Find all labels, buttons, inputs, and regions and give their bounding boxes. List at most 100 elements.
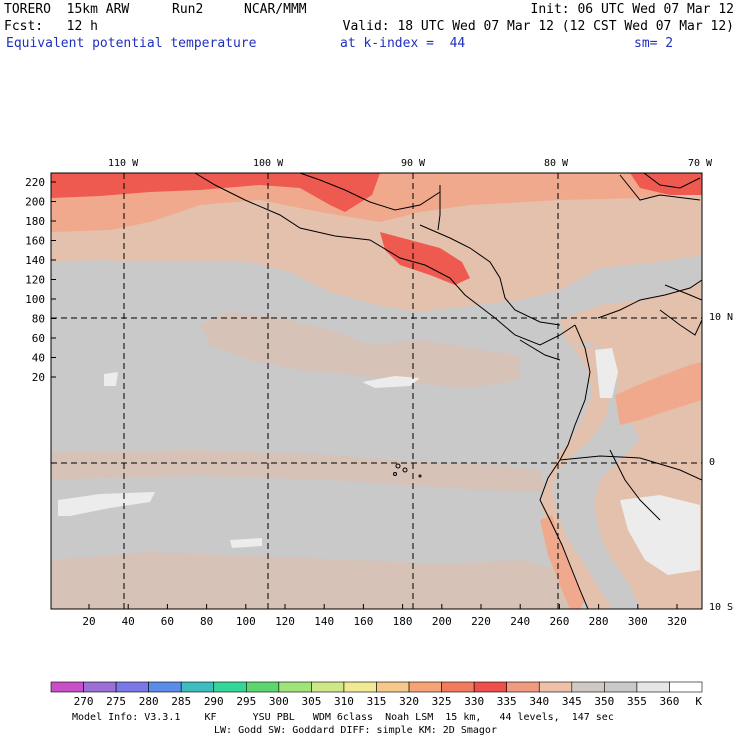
lon-label-80w: 80 W [544,158,569,169]
colorbar-swatch [376,681,410,693]
colorbar-swatch [669,681,703,693]
colorbar-swatch [408,681,442,693]
colorbar-swatch [538,681,573,693]
colorbar-label: 360 [660,695,680,708]
equatorial-warm-streak [51,450,545,492]
cold-speck-4 [104,372,118,386]
colorbar-label: 280 [139,695,159,708]
y-tick-label: 60 [32,332,45,345]
init-time: Init: 06 UTC Wed 07 Mar 12 [530,2,735,17]
colorbar-label: 310 [334,695,354,708]
level-label: at k-index = 44 [340,36,466,51]
x-tick-label: 20 [82,615,95,628]
colorbar-label: 300 [269,695,289,708]
y-tick-label: 160 [25,235,45,248]
colorbar-swatch [604,681,638,693]
north-max-band [51,173,380,212]
x-tick-label: 100 [236,615,256,628]
coastlines [194,173,702,609]
colorbar-swatch [180,681,215,693]
ne-max-patch [630,173,702,195]
org-label: NCAR/MMM [244,2,307,17]
colorbar-label: 275 [106,695,126,708]
x-tick-label: 60 [161,615,174,628]
colorbar-swatch [246,681,280,693]
coastal-hot-strip [540,515,585,609]
colorbar-label: 325 [432,695,452,708]
y-tick-label: 100 [25,293,45,306]
x-tick-label: 240 [510,615,530,628]
colorbar-label: 335 [497,695,517,708]
colorbar-swatch [441,681,475,693]
colorbar-label: 340 [529,695,549,708]
y-tick-label: 140 [25,254,45,267]
field-layer [51,173,702,609]
x-tick-label: 220 [471,615,491,628]
y-tick-label: 20 [32,371,45,384]
y-tick-label: 80 [32,313,45,326]
lat-label-10s: 10 S [709,602,734,613]
y-tick-label: 200 [25,196,45,209]
central-america-max [380,232,470,285]
map-frame [50,172,703,610]
colorbar-swatch [83,681,117,693]
x-tick-label: 200 [432,615,452,628]
lat-lon-grid [51,173,702,609]
colorbar-swatch [571,681,605,693]
run-label: Run2 [172,2,204,17]
model-info-line: Model Info: V3.3.1 KF YSU PBL WDM 6class… [72,712,614,723]
amazon-warm-patch [615,362,702,425]
cold-speck-1 [362,376,420,388]
lon-label-110w: 110 W [108,158,139,169]
x-tick-label: 140 [314,615,334,628]
colorbar-label: 350 [594,695,614,708]
cold-speck-2 [58,492,155,516]
colorbar-label: 295 [236,695,256,708]
y-tick-label: 220 [25,176,45,189]
lon-label-90w: 90 W [401,158,426,169]
x-tick-label: 120 [275,615,295,628]
colorbar-swatch [311,681,345,693]
south-warm-band [51,552,580,609]
colorbar-label: 330 [464,695,484,708]
valid-time: Valid: 18 UTC Wed 07 Mar 12 (12 CST Wed … [342,19,734,34]
colorbar-label: 285 [171,695,191,708]
smoothing-label: sm= 2 [634,36,674,51]
y-tick-label: 40 [32,352,45,365]
field-name: Equivalent potential temperature [6,36,257,51]
x-axis-ticks: 20 40 60 80 100 120 140 160 180 200 220 240 260 280 30… [82,604,687,628]
x-tick-label: 300 [628,615,648,628]
x-tick-label: 40 [122,615,135,628]
physics-info-line: LW: Godd SW: Goddard DIFF: simple KM: 2D… [214,725,497,736]
forecast-hour: Fcst: 12 h [4,19,98,34]
x-tick-label: 320 [667,615,687,628]
mid-ocean-warm-patch [200,312,520,388]
colorbar-swatch [213,681,247,693]
x-tick-label: 280 [589,615,609,628]
y-tick-label: 120 [25,274,45,287]
lat-label-10n: 10 N [709,312,734,323]
x-tick-label: 160 [353,615,373,628]
colorbar-swatch [278,681,312,693]
model-name: TORERO 15km ARW [4,2,130,17]
colorbar: 270 275 280 285 290 295 300 305 310 315 320 325 330 3… [50,681,703,708]
x-tick-label: 80 [200,615,213,628]
colorbar-label: 320 [399,695,419,708]
colorbar-swatch [50,681,84,693]
colorbar-swatch [473,681,507,693]
lat-label-0: 0 [709,457,716,468]
colorbar-swatch [506,681,540,693]
colorbar-swatch [115,681,149,693]
colorbar-label: 315 [367,695,387,708]
y-tick-label: 180 [25,215,45,228]
y-axis-ticks: 220 200 180 160 140 120 100 80 60 40 20 [25,176,56,384]
colorbar-swatch [636,681,670,693]
colorbar-swatch [343,681,377,693]
altiplano-cold-patch [620,495,700,575]
lon-label-100w: 100 W [253,158,284,169]
colorbar-label: 270 [74,695,94,708]
colorbar-label: 345 [562,695,582,708]
x-tick-label: 260 [549,615,569,628]
x-tick-label: 180 [393,615,413,628]
